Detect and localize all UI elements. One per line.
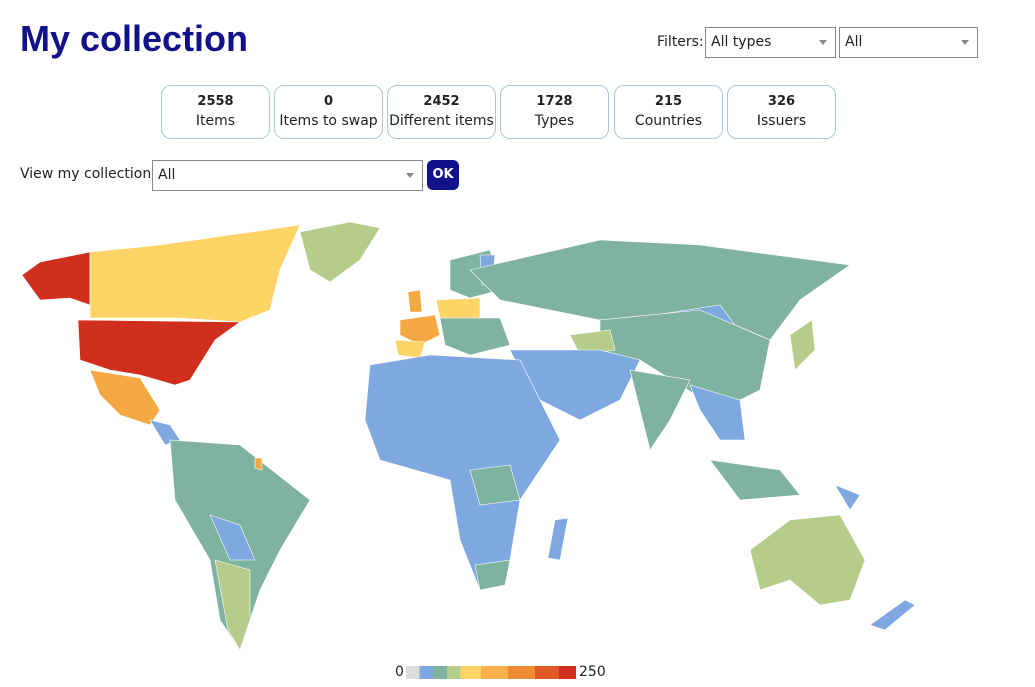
- legend-min: 0: [395, 664, 404, 680]
- page-title: My collection: [20, 18, 249, 59]
- legend-scale: [406, 666, 576, 679]
- stat-card: 2558 Items: [161, 85, 270, 139]
- world-map: [21, 221, 916, 651]
- stat-card: 2452 Different items: [387, 85, 496, 139]
- legend-max: 250: [579, 664, 606, 680]
- stat-value: 215: [654, 94, 683, 109]
- stat-value: 326: [767, 94, 796, 109]
- view-label: View my collection:: [20, 166, 156, 182]
- view-select[interactable]: All: [152, 160, 423, 191]
- stat-label: Issuers: [756, 113, 807, 129]
- stat-value: 0: [323, 94, 334, 109]
- stat-card: 326 Issuers: [727, 85, 836, 139]
- stat-value: 2558: [197, 94, 234, 109]
- stat-value: 1728: [536, 94, 573, 109]
- stat-label: Items: [195, 113, 236, 129]
- filters-label: Filters:: [657, 34, 704, 50]
- stat-label: Countries: [634, 113, 703, 129]
- scope-filter[interactable]: All: [839, 27, 978, 58]
- stat-label: Types: [534, 113, 575, 129]
- stat-label: Different items: [389, 113, 494, 129]
- stat-card: 0 Items to swap: [274, 85, 383, 139]
- stat-value: 2452: [423, 94, 460, 109]
- ok-button[interactable]: OK: [427, 160, 459, 190]
- stat-card: 1728 Types: [500, 85, 609, 139]
- stat-card: 215 Countries: [614, 85, 723, 139]
- stat-label: Items to swap: [279, 113, 378, 129]
- type-filter[interactable]: All types: [705, 27, 836, 58]
